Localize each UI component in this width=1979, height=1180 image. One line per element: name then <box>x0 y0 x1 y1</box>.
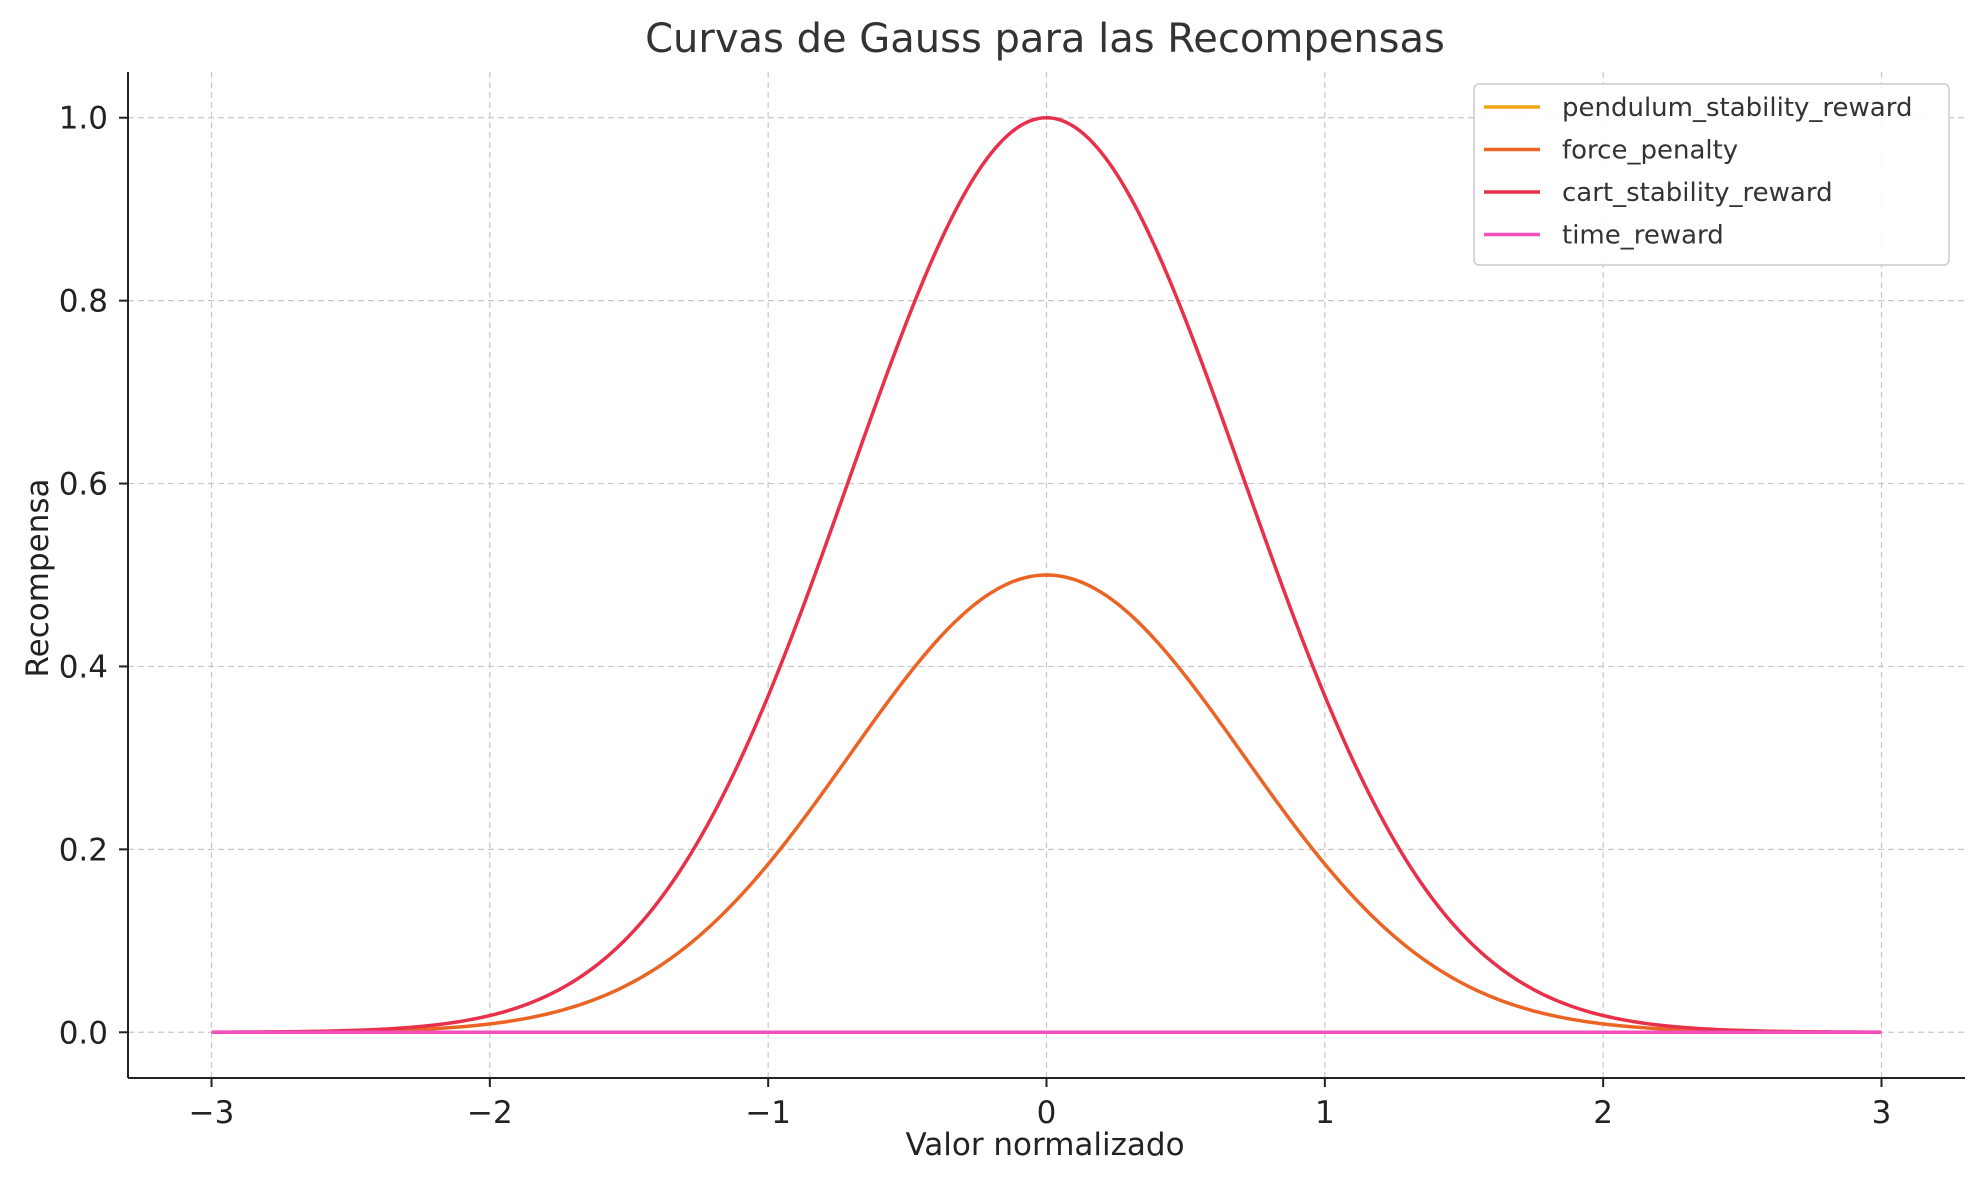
x-tick-label: −3 <box>189 1095 235 1131</box>
y-tick-label: 0.2 <box>59 832 108 868</box>
legend-label: pendulum_stability_reward <box>1562 93 1912 123</box>
series-line-force-penalty <box>211 573 1882 1034</box>
legend-label: force_penalty <box>1562 136 1738 166</box>
y-tick-label: 1.0 <box>59 101 108 137</box>
x-tick-label: 3 <box>1872 1095 1892 1131</box>
y-axis-label: Recompensa <box>20 479 56 678</box>
x-tick-label: 2 <box>1593 1095 1613 1131</box>
x-axis-label: Valor normalizado <box>905 1127 1184 1163</box>
chart-title: Curvas de Gauss para las Recompensas <box>645 16 1445 62</box>
series-lines <box>211 115 1882 1035</box>
legend: pendulum_stability_reward force_penaltyca… <box>1473 83 1950 266</box>
x-tick-label: 1 <box>1315 1095 1335 1131</box>
y-tick-label: 0.0 <box>59 1015 108 1051</box>
x-tick-label: 0 <box>1037 1095 1057 1131</box>
x-tick-label: −2 <box>467 1095 513 1131</box>
y-tick-label: 0.4 <box>59 649 108 685</box>
series-line-cart-stability-reward <box>211 115 1882 1034</box>
y-tick-label: 0.6 <box>59 467 108 503</box>
legend-box <box>1473 83 1950 266</box>
y-tick-label: 0.8 <box>59 284 108 320</box>
legend-label: time_reward <box>1562 221 1724 251</box>
x-tick-label: −1 <box>745 1095 791 1131</box>
legend-label: cart_stability_reward <box>1562 178 1833 208</box>
ticks: −3 −2 −1 0 1 2 3 0.0 0.2 0.4 0.6 0.8 1.0 <box>59 101 1892 1131</box>
